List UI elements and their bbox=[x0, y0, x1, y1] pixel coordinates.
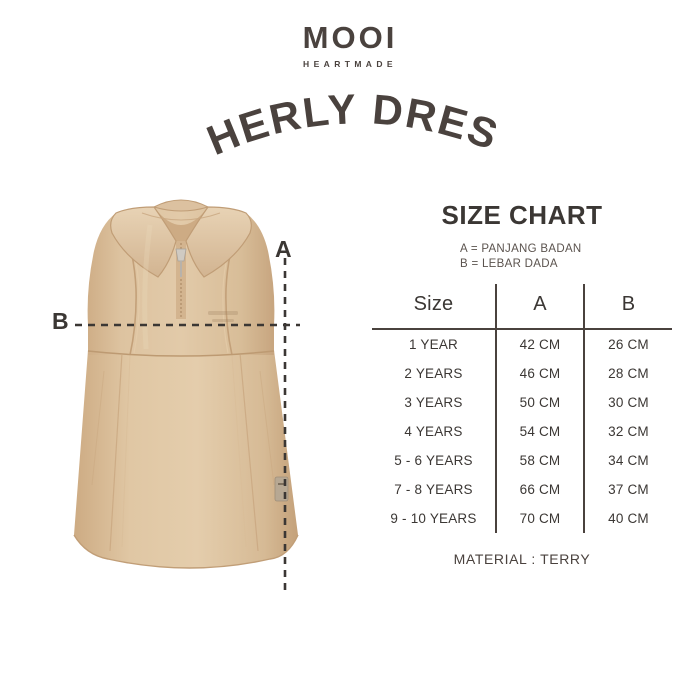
brand-tagline: HEARTMADE bbox=[303, 59, 397, 69]
cell-b: 40 CM bbox=[583, 504, 672, 533]
cell-a: 46 CM bbox=[495, 359, 584, 388]
dress-skirt bbox=[74, 350, 298, 568]
brand-name: MOOI bbox=[302, 20, 398, 55]
measurement-label-b: B bbox=[52, 308, 69, 334]
table-row: 5 - 6 YEARS 58 CM 34 CM bbox=[372, 446, 672, 475]
cell-b: 26 CM bbox=[583, 329, 672, 359]
product-title-text: CHERLY DRESS bbox=[0, 88, 505, 164]
table-header: Size A B bbox=[372, 284, 672, 329]
material-note: MATERIAL : TERRY bbox=[453, 551, 591, 567]
side-drape-right bbox=[259, 370, 275, 486]
cell-a: 54 CM bbox=[495, 417, 584, 446]
column-header-b: B bbox=[583, 284, 672, 329]
cell-size: 2 YEARS bbox=[404, 366, 463, 381]
table-row: 4 YEARS 54 CM 32 CM bbox=[372, 417, 672, 446]
cell-b: 37 CM bbox=[583, 475, 672, 504]
cell-b: 30 CM bbox=[583, 388, 672, 417]
dress-illustration bbox=[30, 185, 350, 615]
cell-size: 3 YEARS bbox=[404, 395, 463, 410]
column-header-size: Size bbox=[413, 292, 454, 315]
table-body: 1 YEAR 42 CM 26 CM 2 YEARS 46 CM 28 CM 3 YEARS… bbox=[372, 329, 672, 533]
size-chart-panel: SIZE CHART A = PANJANG BADAN B = LEBAR D… bbox=[372, 200, 672, 567]
waist-seam bbox=[87, 350, 275, 357]
zipper-slider bbox=[175, 248, 187, 262]
pleat-shadow-left bbox=[121, 354, 131, 548]
collar-band bbox=[152, 199, 210, 212]
legend-line-b: B = LEBAR DADA bbox=[460, 258, 558, 270]
cell-size: 1 YEAR bbox=[409, 337, 458, 352]
collar-right bbox=[185, 206, 252, 278]
cell-a: 42 CM bbox=[495, 329, 584, 359]
fabric-sheen bbox=[142, 224, 153, 350]
table-row: 9 - 10 YEARS 70 CM 40 CM bbox=[372, 504, 672, 533]
cell-size: 7 - 8 YEARS bbox=[394, 482, 473, 497]
pleat-line-right bbox=[239, 352, 259, 552]
cell-size: 4 YEARS bbox=[404, 424, 463, 439]
table-row: 2 YEARS 46 CM 28 CM bbox=[372, 359, 672, 388]
size-chart-legend: A = PANJANG BADAN B = LEBAR DADA bbox=[372, 243, 672, 270]
collar-seam bbox=[141, 212, 221, 221]
product-title-svg: CHERLY DRESS bbox=[0, 88, 505, 164]
size-chart-title: SIZE CHART bbox=[441, 200, 603, 230]
brand-logo: MOOI HEARTMADE bbox=[0, 22, 700, 69]
cell-a: 58 CM bbox=[495, 446, 584, 475]
table-header-row: Size A B bbox=[372, 284, 672, 329]
cell-size: 5 - 6 YEARS bbox=[394, 453, 473, 468]
size-chart-table: Size A B 1 YEAR 42 CM 26 CM 2 YEARS 46 CM 28 … bbox=[372, 284, 672, 533]
cell-a: 70 CM bbox=[495, 504, 584, 533]
collar-left bbox=[110, 206, 177, 278]
column-header-a: A bbox=[495, 284, 584, 329]
product-title: CHERLY DRESS bbox=[0, 88, 700, 168]
cell-a: 66 CM bbox=[495, 475, 584, 504]
cell-b: 34 CM bbox=[583, 446, 672, 475]
table-row: 1 YEAR 42 CM 26 CM bbox=[372, 329, 672, 359]
dress-svg bbox=[73, 199, 299, 569]
cell-a: 50 CM bbox=[495, 388, 584, 417]
table-row: 3 YEARS 50 CM 30 CM bbox=[372, 388, 672, 417]
side-drape-left bbox=[91, 370, 105, 486]
brand-tag bbox=[274, 476, 289, 502]
measurement-label-a: A bbox=[275, 236, 292, 262]
chest-logo-emboss bbox=[208, 311, 238, 322]
skirt-hem bbox=[73, 534, 299, 569]
legend-line-a: A = PANJANG BADAN bbox=[460, 243, 582, 255]
cell-b: 32 CM bbox=[583, 417, 672, 446]
table-row: 7 - 8 YEARS 66 CM 37 CM bbox=[372, 475, 672, 504]
pleat-line-left bbox=[109, 352, 123, 552]
cell-b: 28 CM bbox=[583, 359, 672, 388]
pleat-shadow-right bbox=[231, 354, 247, 548]
cell-size: 9 - 10 YEARS bbox=[390, 511, 477, 526]
